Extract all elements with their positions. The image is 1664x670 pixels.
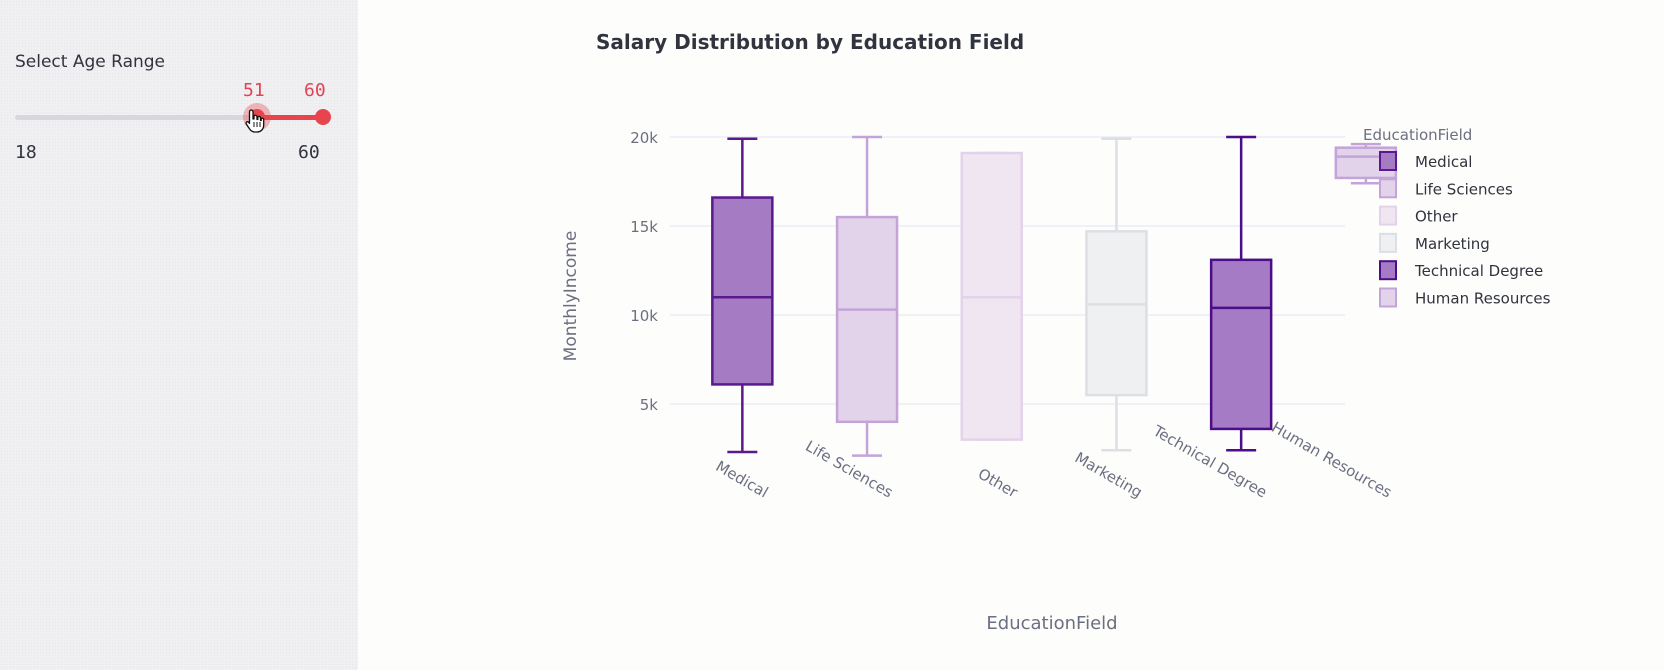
- x-axis-title: EducationField: [986, 613, 1117, 634]
- box-life-sciences: [835, 135, 899, 457]
- legend-swatch: [1379, 178, 1397, 199]
- x-tick-label: Other: [975, 465, 1022, 502]
- slider-thumb-high[interactable]: [315, 109, 331, 125]
- slider-max-label: 60: [298, 142, 320, 163]
- sidebar: Select Age Range 51 60 18 60: [0, 0, 358, 670]
- box-iqr: [835, 215, 899, 424]
- x-tick-label: Human Resources: [1269, 418, 1395, 501]
- legend-title: EducationField: [1363, 126, 1472, 144]
- box-other: [960, 151, 1023, 441]
- box-iqr: [711, 196, 774, 386]
- chart-title: Salary Distribution by Education Field: [596, 30, 1025, 54]
- legend-swatch: [1379, 287, 1397, 308]
- x-tick-label: Marketing: [1072, 448, 1146, 501]
- legend-label: Marketing: [1415, 235, 1490, 253]
- slider-high-value: 60: [304, 80, 326, 101]
- box-medical: [711, 137, 774, 454]
- box-technical-degree: [1209, 135, 1273, 452]
- legend-swatch: [1379, 260, 1397, 281]
- hand-cursor-icon: [245, 109, 265, 133]
- legend-label: Other: [1415, 208, 1458, 226]
- legend-swatch: [1379, 151, 1397, 171]
- legend-item: Medical: [1379, 151, 1472, 171]
- slider-low-value: 51: [243, 80, 265, 101]
- legend-swatch: [1379, 232, 1397, 253]
- slider-min-label: 18: [15, 142, 37, 163]
- y-tick-label: 15k: [630, 218, 658, 236]
- age-range-slider-label: Select Age Range: [15, 52, 166, 72]
- legend-item: Human Resources: [1379, 287, 1551, 308]
- x-tick-label: Medical: [713, 457, 772, 501]
- legend-item: Life Sciences: [1379, 178, 1513, 199]
- legend-label: Technical Degree: [1414, 262, 1543, 280]
- legend-item: Other: [1379, 205, 1458, 226]
- y-axis-title: MonthlyIncome: [561, 231, 581, 362]
- y-tick-label: 10k: [630, 307, 658, 325]
- legend-item: Technical Degree: [1379, 260, 1543, 281]
- legend-item: Marketing: [1379, 232, 1490, 253]
- age-range-slider-fill: [257, 115, 323, 120]
- y-tick-label: 5k: [640, 396, 659, 414]
- x-tick-label: Technical Degree: [1149, 421, 1270, 501]
- legend-label: Life Sciences: [1415, 180, 1513, 198]
- y-tick-label: 20k: [630, 129, 658, 147]
- x-tick-label: Life Sciences: [802, 437, 896, 502]
- legend-label: Human Resources: [1415, 290, 1551, 308]
- box-marketing: [1085, 137, 1148, 452]
- legend-label: Medical: [1415, 153, 1472, 171]
- age-range-slider-track[interactable]: [15, 115, 323, 120]
- box-iqr: [1209, 258, 1273, 431]
- box-iqr: [1085, 230, 1148, 397]
- legend-swatch: [1379, 205, 1397, 226]
